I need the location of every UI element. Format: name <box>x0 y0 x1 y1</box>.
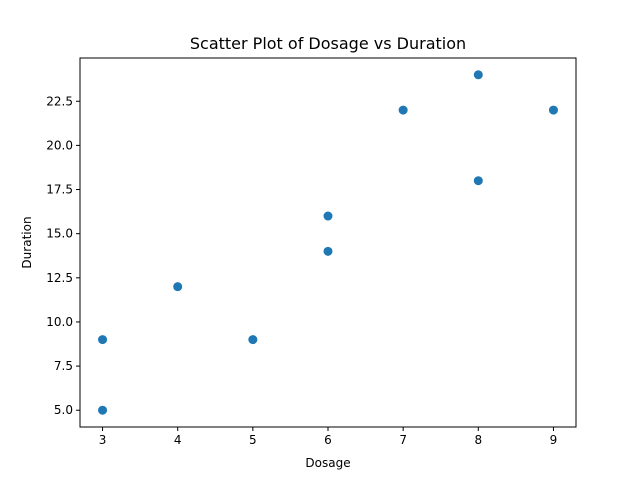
y-tick-label: 7.5 <box>54 359 73 373</box>
y-tick-label: 20.0 <box>46 138 73 152</box>
data-point <box>98 405 108 415</box>
data-point <box>473 176 483 186</box>
data-point <box>98 335 108 345</box>
x-tick-label: 3 <box>99 433 107 447</box>
y-tick-label: 5.0 <box>54 403 73 417</box>
y-tick-label: 22.5 <box>46 94 73 108</box>
chart-title: Scatter Plot of Dosage vs Duration <box>190 34 466 53</box>
data-point <box>248 335 258 345</box>
x-tick-label: 5 <box>249 433 257 447</box>
y-tick-label: 12.5 <box>46 271 73 285</box>
data-point <box>398 105 408 115</box>
y-tick-label: 10.0 <box>46 315 73 329</box>
data-point <box>323 246 333 256</box>
data-point <box>173 282 183 292</box>
x-tick-label: 6 <box>324 433 332 447</box>
y-tick-label: 17.5 <box>46 183 73 197</box>
x-tick-label: 4 <box>174 433 182 447</box>
data-point <box>323 211 333 221</box>
data-point <box>473 70 483 80</box>
x-axis-label: Dosage <box>305 456 350 470</box>
x-tick-label: 8 <box>474 433 482 447</box>
x-tick-label: 7 <box>399 433 407 447</box>
y-axis-label: Duration <box>20 216 34 268</box>
plot-area <box>98 70 558 415</box>
x-axis-ticks: 3 4 5 6 7 8 9 <box>99 427 558 447</box>
y-axis-ticks: 5.0 7.5 10.0 12.5 15.0 17.5 20.0 22.5 <box>46 94 80 417</box>
y-tick-label: 15.0 <box>46 227 73 241</box>
data-point <box>548 105 558 115</box>
x-tick-label: 9 <box>550 433 558 447</box>
